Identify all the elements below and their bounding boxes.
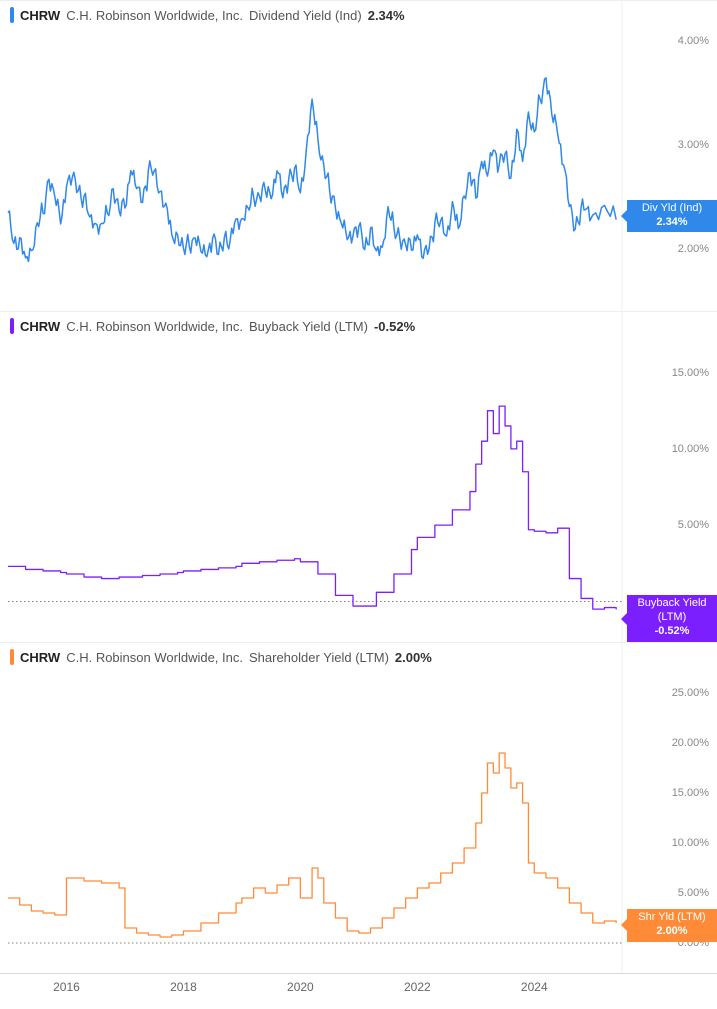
ytick-label: 10.00%: [669, 837, 709, 849]
ytick-label: 5.00%: [675, 519, 709, 531]
xtick-label: 2018: [170, 980, 197, 994]
ytick-label: 15.00%: [669, 787, 709, 799]
legend-marker: [10, 318, 14, 334]
value-badge-buyback: Buyback Yield (LTM)-0.52%: [627, 595, 717, 641]
legend-value: 2.00%: [395, 650, 432, 665]
badge-title: Shr Yld (LTM): [633, 911, 711, 925]
value-badge-shareholder: Shr Yld (LTM)2.00%: [627, 909, 717, 942]
legend-shareholder: CHRW C.H. Robinson Worldwide, Inc. Shareho…: [10, 649, 432, 665]
badge-value: 2.00%: [633, 925, 711, 939]
xtick-label: 2020: [287, 980, 314, 994]
x-axis: 2016 2018 2020 2022 2024: [0, 973, 717, 1009]
ytick-label: 3.00%: [675, 139, 709, 151]
plot-shareholder[interactable]: [0, 643, 717, 973]
legend-company: C.H. Robinson Worldwide, Inc.: [66, 8, 243, 23]
legend-marker: [10, 649, 14, 665]
plot-buyback[interactable]: [0, 312, 717, 642]
badge-title: Div Yld (Ind): [633, 202, 711, 216]
legend-marker: [10, 7, 14, 23]
legend-ticker: CHRW: [20, 8, 60, 23]
ytick-label: 2.00%: [675, 243, 709, 255]
panel-buyback: CHRW C.H. Robinson Worldwide, Inc. Buyback…: [0, 311, 717, 642]
value-badge-dividend: Div Yld (Ind)2.34%: [627, 200, 717, 233]
legend-value: 2.34%: [368, 8, 405, 23]
xtick-label: 2016: [53, 980, 80, 994]
legend-metric: Buyback Yield (LTM): [249, 319, 368, 334]
ytick-label: 20.00%: [669, 737, 709, 749]
badge-value: -0.52%: [633, 625, 711, 639]
ytick-label: 5.00%: [675, 887, 709, 899]
panel-shareholder: CHRW C.H. Robinson Worldwide, Inc. Shareho…: [0, 642, 717, 973]
ytick-label: 15.00%: [669, 367, 709, 379]
legend-metric: Shareholder Yield (LTM): [249, 650, 389, 665]
legend-company: C.H. Robinson Worldwide, Inc.: [66, 650, 243, 665]
legend-dividend: CHRW C.H. Robinson Worldwide, Inc. Dividen…: [10, 7, 405, 23]
plot-dividend[interactable]: [0, 1, 717, 311]
legend-buyback: CHRW C.H. Robinson Worldwide, Inc. Buyback…: [10, 318, 415, 334]
ytick-label: 10.00%: [669, 443, 709, 455]
ytick-label: 25.00%: [669, 687, 709, 699]
legend-value: -0.52%: [374, 319, 415, 334]
legend-metric: Dividend Yield (Ind): [249, 8, 362, 23]
xtick-label: 2024: [521, 980, 548, 994]
badge-title: Buyback Yield (LTM): [633, 597, 711, 625]
chart-container: CHRW C.H. Robinson Worldwide, Inc. Dividen…: [0, 0, 717, 1005]
badge-value: 2.34%: [633, 216, 711, 230]
legend-ticker: CHRW: [20, 319, 60, 334]
ytick-label: 4.00%: [675, 35, 709, 47]
panel-dividend: CHRW C.H. Robinson Worldwide, Inc. Dividen…: [0, 0, 717, 311]
legend-company: C.H. Robinson Worldwide, Inc.: [66, 319, 243, 334]
xtick-label: 2022: [404, 980, 431, 994]
legend-ticker: CHRW: [20, 650, 60, 665]
